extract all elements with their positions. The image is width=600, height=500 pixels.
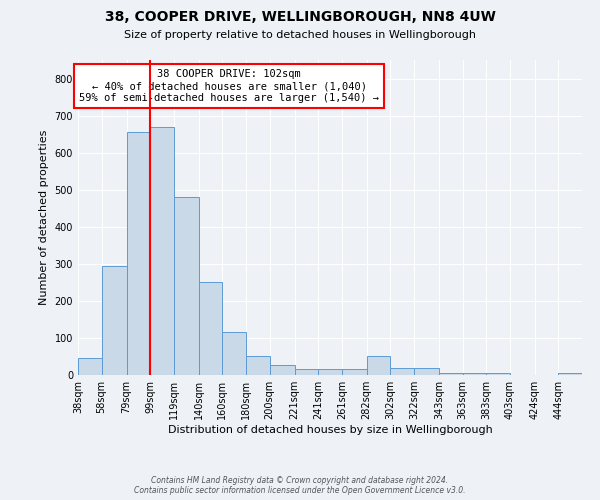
Text: 38 COOPER DRIVE: 102sqm
← 40% of detached houses are smaller (1,040)
59% of semi: 38 COOPER DRIVE: 102sqm ← 40% of detache… [79,70,379,102]
Bar [391,368,414,375]
Bar [174,197,199,375]
Bar [463,373,486,375]
Bar [486,373,510,375]
Text: Size of property relative to detached houses in Wellingborough: Size of property relative to detached ho… [124,30,476,40]
Bar [150,126,174,375]
Bar [342,370,367,375]
Bar [414,368,439,375]
Bar [439,373,463,375]
Y-axis label: Number of detached properties: Number of detached properties [39,130,49,305]
Bar [269,364,295,375]
Text: 38, COOPER DRIVE, WELLINGBOROUGH, NN8 4UW: 38, COOPER DRIVE, WELLINGBOROUGH, NN8 4U… [104,10,496,24]
Bar [367,356,391,375]
Bar [78,358,101,375]
Bar [559,373,582,375]
Bar [101,266,127,375]
Bar [295,370,318,375]
Bar [199,282,223,375]
Bar [127,132,150,375]
X-axis label: Distribution of detached houses by size in Wellingborough: Distribution of detached houses by size … [167,425,493,435]
Bar [246,356,269,375]
Text: Contains HM Land Registry data © Crown copyright and database right 2024.
Contai: Contains HM Land Registry data © Crown c… [134,476,466,495]
Bar [318,370,342,375]
Bar [223,332,246,375]
